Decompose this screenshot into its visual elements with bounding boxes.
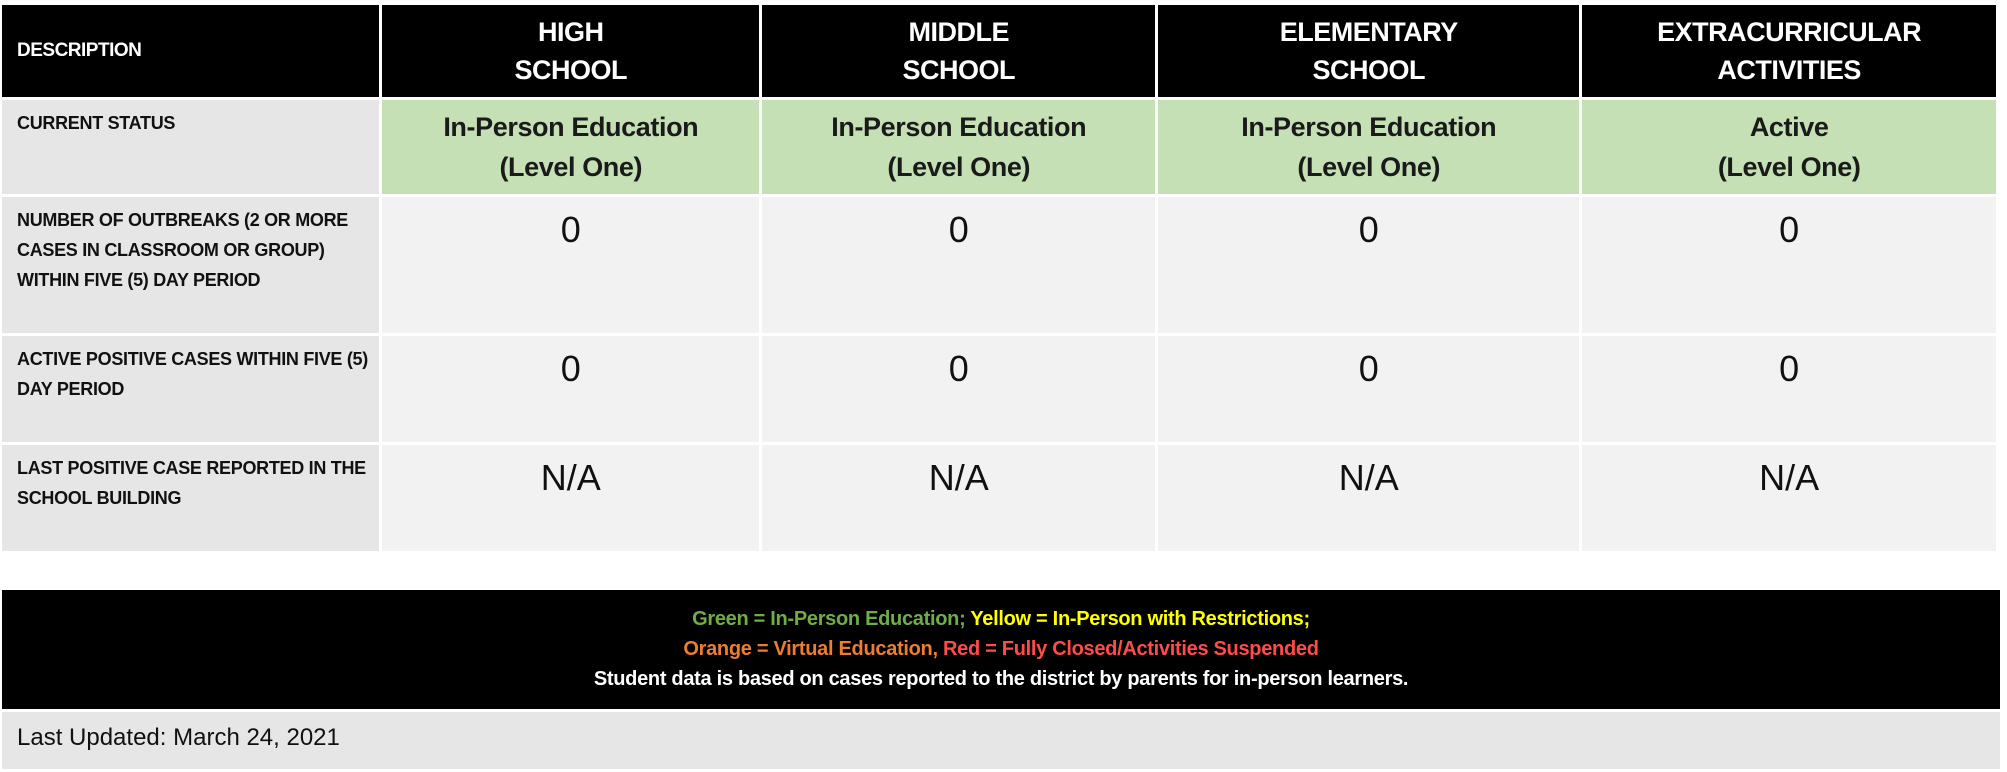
value-cell: N/A [1582,445,1996,551]
header-line: SCHOOL [902,55,1015,85]
value-cell: N/A [762,445,1156,551]
value-cell: 0 [1582,197,1996,333]
row-label: NUMBER OF OUTBREAKS (2 OR MORE CASES IN … [2,197,380,333]
legend-yellow: Yellow = In-Person with Restrictions; [970,608,1310,630]
header-line: MIDDLE [908,17,1009,47]
last-updated: Last Updated: March 24, 2021 [2,712,2000,769]
legend-line-2: Orange = Virtual Education, Red = Fully … [2,634,2000,664]
color-legend: Green = In-Person Education; Yellow = In… [2,590,2000,709]
table-row-last-case: LAST POSITIVE CASE REPORTED IN THE SCHOO… [2,445,1996,551]
status-text: In-Person Education [1241,112,1497,142]
header-elementary-school: ELEMENTARY SCHOOL [1158,5,1580,97]
value-cell: 0 [762,197,1156,333]
row-label: ACTIVE POSITIVE CASES WITHIN FIVE (5) DA… [2,336,380,442]
status-text: In-Person Education [443,112,699,142]
value-cell: 0 [382,336,760,442]
header-description: DESCRIPTION [2,5,380,97]
status-cell: In-Person Education (Level One) [1158,100,1580,194]
status-cell: Active (Level One) [1582,100,1996,194]
status-cell: In-Person Education (Level One) [762,100,1156,194]
header-middle-school: MIDDLE SCHOOL [762,5,1156,97]
legend-line-1: Green = In-Person Education; Yellow = In… [2,604,2000,634]
status-text: Active [1749,112,1829,142]
header-extracurricular: EXTRACURRICULAR ACTIVITIES [1582,5,1996,97]
value-cell: 0 [1582,336,1996,442]
value-cell: 0 [1158,197,1580,333]
status-cell: In-Person Education (Level One) [382,100,760,194]
header-line: SCHOOL [1312,55,1425,85]
legend-orange: Orange = Virtual Education, [683,638,938,660]
header-row: DESCRIPTION HIGH SCHOOL MIDDLE SCHOOL ELEM… [2,5,1996,97]
value-cell: 0 [382,197,760,333]
status-text: In-Person Education [831,112,1087,142]
header-line: EXTRACURRICULAR [1657,17,1922,47]
value-cell: N/A [1158,445,1580,551]
status-level: (Level One) [1717,152,1861,182]
row-label: LAST POSITIVE CASE REPORTED IN THE SCHOO… [2,445,380,551]
legend-note: Student data is based on cases reported … [593,668,1409,690]
table-row-status: CURRENT STATUS In-Person Education (Level… [2,100,1996,194]
row-label: CURRENT STATUS [2,100,380,194]
school-status-table: DESCRIPTION HIGH SCHOOL MIDDLE SCHOOL ELEM… [0,2,1999,554]
header-line: ELEMENTARY [1279,17,1459,47]
value-cell: 0 [762,336,1156,442]
status-level: (Level One) [887,152,1031,182]
legend-red: Red = Fully Closed/Activities Suspended [943,638,1319,660]
legend-green: Green = In-Person Education; [692,608,966,630]
header-line: HIGH [538,17,604,47]
header-high-school: HIGH SCHOOL [382,5,760,97]
table-row-active-cases: ACTIVE POSITIVE CASES WITHIN FIVE (5) DA… [2,336,1996,442]
value-cell: 0 [1158,336,1580,442]
status-level: (Level One) [499,152,643,182]
header-line: SCHOOL [514,55,628,85]
status-level: (Level One) [1297,152,1441,182]
table-row-outbreaks: NUMBER OF OUTBREAKS (2 OR MORE CASES IN … [2,197,1996,333]
value-cell: N/A [382,445,760,551]
header-line: ACTIVITIES [1717,55,1861,85]
